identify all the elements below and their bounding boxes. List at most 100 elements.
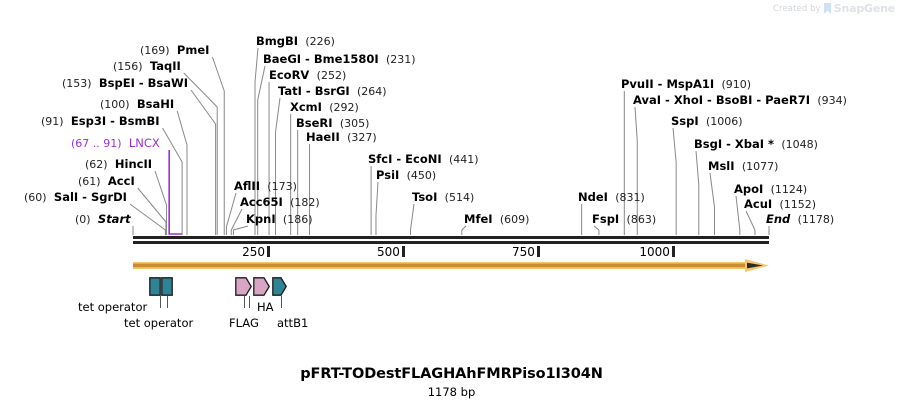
enzyme-label-kpni[interactable]: KpnI (186)	[246, 212, 313, 226]
feature-glyph	[235, 277, 252, 296]
enzyme-label-acui[interactable]: AcuI (1152)	[744, 198, 817, 211]
enzyme-label-tati[interactable]: TatI - BsrGI (264)	[278, 85, 387, 98]
name-separator: -	[301, 52, 314, 66]
enzyme-label-baegi[interactable]: BaeGI - Bme1580I (231)	[263, 52, 416, 66]
feature-label[interactable]: tet operator	[124, 316, 194, 330]
enzyme-label-ndei[interactable]: NdeI (831)	[578, 190, 645, 204]
enzyme-label-apoi[interactable]: ApoI (1124)	[734, 182, 808, 196]
site-position: (305)	[339, 117, 370, 130]
feature-leader-tick	[244, 296, 245, 308]
site-name: SspI	[671, 114, 699, 128]
site-position: (514)	[444, 191, 475, 204]
enzyme-label-bseri[interactable]: BseRI (305)	[296, 117, 370, 130]
axis-tick	[401, 246, 405, 257]
enzyme-label-psii[interactable]: PsiI (450)	[376, 168, 436, 182]
feature-ha[interactable]	[253, 277, 270, 296]
enzyme-label-acc65i[interactable]: Acc65I (182)	[240, 195, 320, 209]
site-position: (831)	[615, 191, 645, 204]
feature-flag[interactable]	[235, 277, 252, 296]
sequence-ruler	[133, 236, 769, 244]
enzyme-label-taqii[interactable]: (156) TaqII	[113, 59, 181, 73]
enzyme-label-start[interactable]: (0) Start	[75, 213, 131, 226]
enzyme-label-avai[interactable]: AvaI - XhoI - BsoBI - PaeR7I (934)	[633, 93, 847, 107]
site-position: (1178)	[797, 213, 835, 226]
site-name: FspI	[592, 212, 620, 226]
enzyme-label-esp3i[interactable]: (91) Esp3I - BsmBI	[41, 114, 160, 128]
name-separator: -	[106, 114, 119, 128]
site-position: (1124)	[770, 183, 808, 196]
feature-tet-operator[interactable]	[161, 277, 173, 296]
site-name: EcoRV	[269, 68, 310, 82]
enzyme-label-haeii[interactable]: HaeII (327)	[306, 131, 377, 144]
site-name: AflII	[234, 179, 260, 193]
enzyme-label-lncx[interactable]: (67 .. 91) LNCX	[71, 137, 160, 150]
feature-leader-tick	[281, 296, 282, 308]
site-position: (1152)	[779, 198, 817, 211]
feature-tet-operator[interactable]	[149, 277, 161, 296]
site-name: Acc65I	[240, 195, 283, 209]
site-name: ApoI	[734, 182, 764, 196]
enzyme-label-xcmi[interactable]: XcmI (292)	[290, 100, 359, 114]
enzyme-label-end[interactable]: End (1178)	[766, 213, 835, 226]
name-separator: -	[134, 76, 148, 90]
feature-glyph	[149, 277, 161, 296]
site-name: BsoBI	[715, 93, 753, 107]
feature-attb1[interactable]	[272, 277, 287, 296]
site-position: (173)	[267, 180, 297, 193]
feature-label[interactable]: attB1	[277, 316, 309, 330]
site-position: (292)	[329, 101, 359, 114]
name-separator: -	[752, 93, 766, 107]
name-separator: -	[703, 93, 716, 107]
feature-label[interactable]: HA	[257, 300, 274, 314]
site-name: NdeI	[578, 190, 608, 204]
feature-label[interactable]: FLAG	[229, 316, 259, 330]
enzyme-label-msli[interactable]: MslI (1077)	[708, 160, 778, 173]
site-position: (609)	[499, 213, 530, 226]
enzyme-label-bmgbi[interactable]: BmgBI (226)	[256, 35, 335, 48]
site-name: EcoNI	[405, 152, 442, 166]
site-position: (61)	[78, 175, 101, 188]
name-separator: -	[78, 190, 91, 204]
site-name: SfcI	[368, 152, 393, 166]
site-name: HincII	[114, 157, 153, 171]
axis-tick-label: 500	[377, 245, 400, 259]
site-name: KpnI	[246, 212, 276, 226]
enzyme-label-sali[interactable]: (60) SalI - SgrDI	[24, 190, 127, 204]
enzyme-label-tsoi[interactable]: TsoI (514)	[412, 191, 475, 204]
sequence-direction-arrow	[133, 259, 769, 272]
site-name: XhoI	[673, 93, 704, 107]
site-position: (182)	[290, 196, 320, 209]
site-position: (62)	[85, 158, 108, 171]
enzyme-label-mfei[interactable]: MfeI (609)	[464, 212, 530, 226]
site-position: (186)	[282, 213, 313, 226]
enzyme-label-bsgi[interactable]: BsgI - XbaI * (1048)	[694, 137, 818, 151]
enzyme-label-sfci[interactable]: SfcI - EcoNI (441)	[368, 152, 479, 166]
site-name: TaqII	[149, 59, 181, 73]
enzyme-label-hincii[interactable]: (62) HincII	[85, 157, 153, 171]
feature-glyph	[161, 277, 173, 296]
enzyme-label-pmei[interactable]: (169) PmeI	[140, 44, 209, 57]
enzyme-label-ecorv[interactable]: EcoRV (252)	[269, 68, 346, 82]
site-name: MfeI	[464, 212, 493, 226]
site-name: Esp3I	[70, 114, 107, 128]
site-position: (156)	[113, 60, 143, 73]
enzyme-label-bsahi[interactable]: (100) BsaHI	[100, 98, 174, 111]
enzyme-label-pvuii[interactable]: PvuII - MspA1I (910)	[621, 78, 751, 91]
feature-glyph	[272, 277, 287, 296]
enzyme-label-aflii[interactable]: AflII (173)	[234, 179, 297, 193]
feature-leader-tick	[249, 296, 250, 308]
site-position: (60)	[24, 191, 47, 204]
snapgene-bookmark-icon	[823, 3, 831, 14]
site-name: AvaI	[633, 93, 662, 107]
site-name: XcmI	[290, 100, 322, 114]
enzyme-label-bspei[interactable]: (153) BspEI - BsaWI	[62, 76, 188, 90]
feature-label[interactable]: tet operator	[78, 300, 148, 314]
site-name: Bme1580I	[313, 52, 379, 66]
site-name: PsiI	[376, 168, 400, 182]
enzyme-label-sspi[interactable]: SspI (1006)	[671, 114, 743, 128]
name-separator: -	[722, 137, 735, 151]
enzyme-label-acci[interactable]: (61) AccI	[78, 175, 135, 188]
enzyme-label-fspi[interactable]: FspI (863)	[592, 212, 656, 226]
axis-tick	[671, 246, 675, 257]
site-name: PaeR7I	[765, 93, 810, 107]
